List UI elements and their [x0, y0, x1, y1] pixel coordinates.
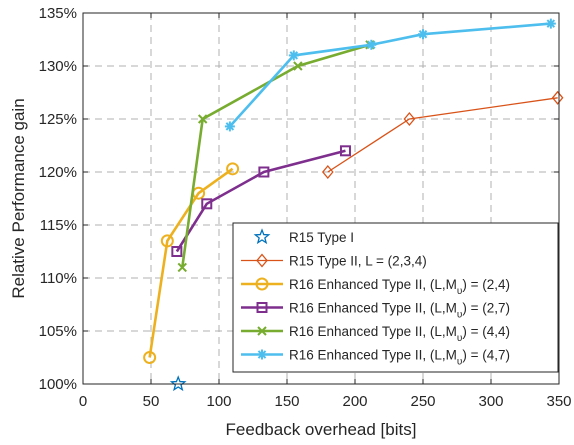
series-6	[224, 18, 556, 132]
data-point	[143, 351, 157, 364]
data-point	[545, 18, 556, 29]
legend-label: R15 Type I	[289, 230, 354, 245]
x-tick-label: 0	[79, 393, 87, 410]
plot-frame	[82, 12, 560, 385]
y-tick-label: 115%	[40, 217, 77, 234]
y-tick-label: 125%	[39, 111, 77, 128]
data-point	[551, 90, 564, 105]
data-point	[224, 121, 235, 132]
series-3	[143, 162, 240, 364]
series-1	[169, 375, 187, 392]
data-point	[366, 39, 377, 50]
data-point	[177, 262, 187, 273]
data-point	[418, 29, 428, 40]
y-tick-label: 100%	[39, 376, 77, 393]
data-point	[169, 375, 187, 392]
legend-marker	[253, 228, 271, 245]
series-line	[148, 167, 234, 358]
data-point	[288, 50, 299, 61]
series-line	[175, 149, 346, 253]
tick-labels: 0 50 100 150 200 250 300 350 100% 105% 110% 115% 120…	[39, 5, 572, 410]
series-line	[327, 97, 558, 173]
y-tick-label: 110%	[40, 270, 77, 287]
legend-marker	[256, 302, 268, 313]
x-tick-label: 100	[206, 393, 231, 410]
data-point	[321, 164, 334, 180]
legend-marker	[257, 349, 267, 360]
data-point	[197, 114, 208, 124]
x-tick-label: 250	[410, 393, 435, 410]
series-5	[177, 40, 375, 273]
x-tick-label: 50	[143, 393, 160, 410]
data-point	[258, 166, 270, 178]
legend-item: R15 Type I	[253, 228, 354, 245]
legend-marker	[256, 253, 268, 268]
x-tick-label: 150	[274, 393, 299, 410]
data-point	[293, 61, 303, 71]
legend-box	[232, 222, 559, 373]
x-tick-label: 300	[478, 393, 503, 410]
x-tick-label: 350	[546, 393, 571, 410]
y-tick-label: 105%	[39, 323, 77, 340]
series-2	[321, 90, 564, 180]
x-axis-title: Feedback overhead [bits]	[226, 420, 417, 439]
data-point	[171, 246, 183, 257]
y-tick-label: 130%	[39, 58, 77, 75]
legend-item: R15 Type II, L = (2,3,4)	[241, 253, 427, 269]
legend-marker	[255, 277, 269, 291]
x-tick-label: 200	[342, 393, 367, 410]
data-point	[403, 111, 416, 127]
legend-marker	[257, 326, 267, 336]
data-point	[201, 198, 213, 210]
y-tick-label: 120%	[39, 164, 77, 181]
y-axis-title: Relative Performance gain	[9, 98, 28, 298]
data-point	[160, 234, 174, 248]
y-tick-label: 135%	[39, 5, 77, 22]
data-point	[339, 145, 351, 157]
legend-label: R15 Type II, L = (2,3,4)	[289, 254, 427, 269]
series-line	[180, 43, 371, 268]
series-layer	[143, 18, 564, 392]
data-point	[226, 162, 240, 176]
series-4	[171, 145, 351, 257]
